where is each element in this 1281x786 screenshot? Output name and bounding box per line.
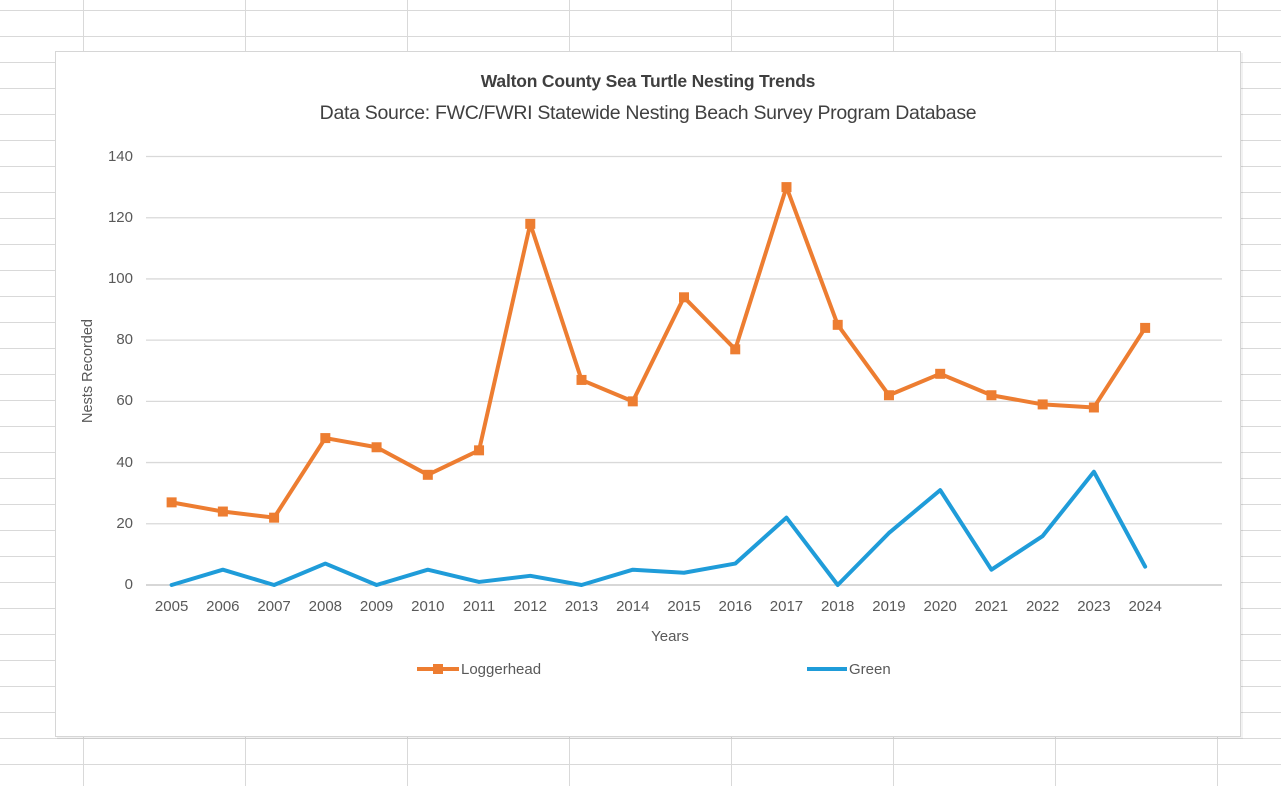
x-tick-label: 2008 — [308, 598, 343, 615]
y-tick-label: 80 — [116, 331, 133, 349]
data-point-marker — [1088, 402, 1099, 413]
x-tick-label: 2015 — [667, 598, 701, 615]
series-line-green[interactable] — [169, 469, 1148, 587]
data-point-marker — [627, 396, 638, 407]
x-tick-label: 2023 — [1077, 598, 1111, 615]
data-point-marker — [166, 497, 177, 508]
y-tick-label: 140 — [107, 147, 133, 165]
data-point-marker — [986, 390, 997, 401]
x-tick-label: 2013 — [564, 598, 599, 615]
x-tick-label: 2007 — [257, 598, 291, 615]
y-tick-label: 20 — [116, 514, 133, 532]
data-point-marker — [1140, 322, 1151, 333]
legend-item-loggerhead[interactable]: Loggerhead — [416, 660, 541, 678]
chart-panel[interactable]: Walton County Sea Turtle Nesting Trends … — [55, 51, 1241, 737]
x-tick-label: 2024 — [1128, 598, 1162, 615]
y-tick-label: 40 — [116, 453, 133, 471]
x-tick-label: 2006 — [206, 598, 240, 615]
data-point-marker — [217, 506, 228, 517]
x-tick-label: 2017 — [769, 598, 804, 615]
chart-title: Walton County Sea Turtle Nesting Trends — [480, 71, 816, 91]
legend-label-green: Green — [849, 660, 891, 678]
series-line-loggerhead[interactable] — [169, 185, 1148, 520]
legend-item-green[interactable]: Green — [806, 660, 891, 678]
plot-area[interactable] — [56, 52, 1242, 738]
y-axis-title: Nests Recorded — [80, 319, 96, 423]
x-tick-label: 2010 — [411, 598, 445, 615]
x-tick-label: 2011 — [462, 598, 496, 615]
x-axis-title: Years — [651, 628, 689, 645]
y-tick-label: 120 — [107, 208, 133, 226]
x-tick-label: 2020 — [923, 598, 957, 615]
data-point-marker — [1037, 399, 1048, 410]
data-point-marker — [320, 433, 331, 444]
data-point-marker — [269, 512, 280, 523]
data-point-marker — [935, 368, 946, 379]
data-point-marker — [474, 445, 485, 456]
y-tick-label: 100 — [107, 269, 133, 287]
x-tick-label: 2014 — [616, 598, 650, 615]
x-tick-label: 2018 — [821, 598, 855, 615]
x-tick-label: 2021 — [974, 598, 1009, 615]
x-tick-label: 2016 — [718, 598, 752, 615]
data-point-marker — [832, 319, 843, 330]
data-point-marker — [883, 390, 894, 401]
x-tick-label: 2005 — [154, 598, 189, 615]
x-tick-label: 2022 — [1025, 598, 1060, 615]
y-tick-label: 0 — [124, 576, 133, 593]
loggerhead-line-swatch-icon — [417, 664, 459, 674]
data-point-marker — [525, 218, 536, 229]
data-point-marker — [576, 374, 587, 385]
x-tick-label: 2009 — [359, 598, 394, 615]
x-tick-label: 2012 — [513, 598, 547, 615]
data-point-marker — [371, 442, 382, 453]
legend-label-loggerhead: Loggerhead — [461, 660, 542, 678]
green-line-swatch-icon — [807, 667, 847, 671]
chart-subtitle: Data Source: FWC/FWRI Statewide Nesting … — [319, 102, 977, 124]
x-tick-label: 2019 — [872, 598, 906, 615]
y-tick-label: 60 — [116, 392, 133, 410]
data-point-marker — [679, 292, 689, 303]
data-point-marker — [422, 469, 433, 480]
data-point-marker — [730, 344, 741, 355]
data-point-marker — [781, 182, 792, 193]
